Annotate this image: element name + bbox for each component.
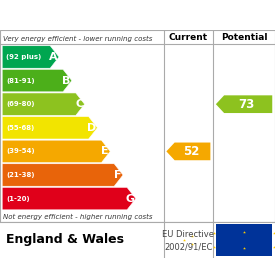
Text: D: D bbox=[87, 123, 96, 133]
Polygon shape bbox=[2, 164, 123, 186]
Text: E: E bbox=[101, 146, 109, 156]
Bar bbox=[216, 224, 272, 256]
Polygon shape bbox=[2, 140, 110, 163]
Text: (69-80): (69-80) bbox=[6, 101, 35, 107]
Polygon shape bbox=[2, 46, 59, 68]
Polygon shape bbox=[166, 142, 210, 160]
Polygon shape bbox=[2, 93, 85, 115]
Text: B: B bbox=[62, 76, 70, 86]
Polygon shape bbox=[2, 69, 72, 92]
Polygon shape bbox=[216, 95, 272, 113]
Text: 52: 52 bbox=[183, 145, 199, 158]
Text: (1-20): (1-20) bbox=[6, 196, 30, 201]
Text: EU Directive: EU Directive bbox=[162, 230, 214, 239]
Text: 2002/91/EC: 2002/91/EC bbox=[164, 243, 213, 252]
Text: F: F bbox=[114, 170, 122, 180]
Text: (55-68): (55-68) bbox=[6, 125, 35, 131]
Text: (81-91): (81-91) bbox=[6, 78, 35, 84]
Text: (92 plus): (92 plus) bbox=[6, 54, 42, 60]
Text: (39-54): (39-54) bbox=[6, 148, 35, 154]
Polygon shape bbox=[2, 187, 136, 210]
Polygon shape bbox=[2, 117, 97, 139]
Text: G: G bbox=[125, 194, 134, 204]
Text: England & Wales: England & Wales bbox=[6, 233, 123, 246]
Text: C: C bbox=[75, 99, 83, 109]
Text: Potential: Potential bbox=[221, 33, 267, 42]
Text: Very energy efficient - lower running costs: Very energy efficient - lower running co… bbox=[3, 36, 152, 42]
Text: A: A bbox=[49, 52, 58, 62]
Text: 73: 73 bbox=[239, 98, 255, 111]
Text: Energy Efficiency Rating: Energy Efficiency Rating bbox=[8, 8, 199, 22]
Text: Not energy efficient - higher running costs: Not energy efficient - higher running co… bbox=[3, 214, 152, 220]
Text: Current: Current bbox=[169, 33, 208, 42]
Text: (21-38): (21-38) bbox=[6, 172, 35, 178]
